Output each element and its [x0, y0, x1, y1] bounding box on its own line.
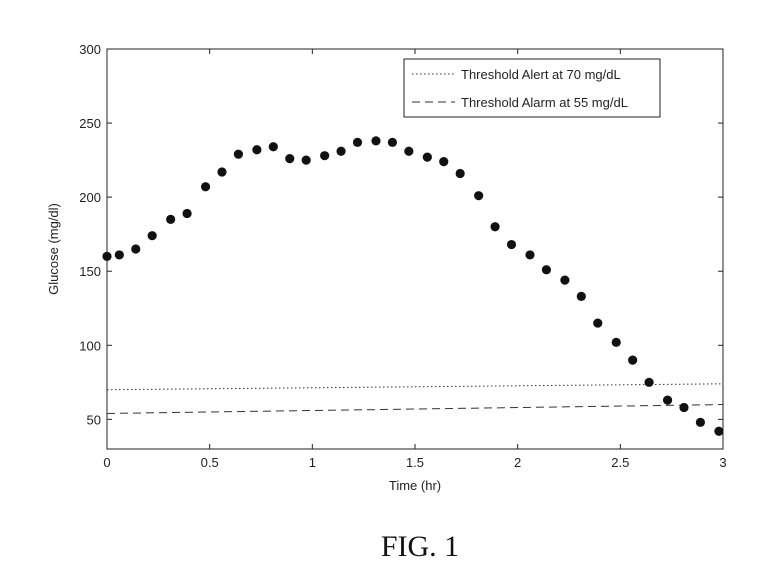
data-point: [148, 231, 157, 240]
data-point: [371, 136, 380, 145]
data-point: [679, 403, 688, 412]
data-point: [628, 356, 637, 365]
data-point: [577, 292, 586, 301]
threshold-lines: [107, 384, 723, 414]
y-tick-label: 50: [87, 412, 101, 427]
data-point: [423, 153, 432, 162]
figure-caption: FIG. 1: [381, 530, 459, 563]
data-point: [714, 427, 723, 436]
data-point: [644, 378, 653, 387]
data-point: [612, 338, 621, 347]
data-point: [269, 142, 278, 151]
data-point: [201, 182, 210, 191]
data-point: [285, 154, 294, 163]
y-tick-label: 100: [79, 338, 101, 353]
x-tick-label: 0: [103, 455, 110, 470]
y-axis-label: Glucose (mg/dl): [46, 203, 61, 295]
threshold-alert-line: [107, 384, 723, 390]
data-point: [182, 209, 191, 218]
data-point: [663, 396, 672, 405]
data-point: [439, 157, 448, 166]
threshold-alarm-line: [107, 405, 723, 414]
y-tick-label: 200: [79, 190, 101, 205]
data-point: [166, 215, 175, 224]
x-tick-label: 3: [719, 455, 726, 470]
data-point: [542, 265, 551, 274]
data-point: [320, 151, 329, 160]
data-point: [525, 250, 534, 259]
data-point: [302, 156, 311, 165]
legend-alert-label: Threshold Alert at 70 mg/dL: [461, 67, 621, 82]
x-axis-label: Time (hr): [389, 478, 441, 493]
data-point: [252, 145, 261, 154]
legend-alarm-label: Threshold Alarm at 55 mg/dL: [461, 95, 628, 110]
x-tick-label: 1: [309, 455, 316, 470]
data-points: [102, 136, 723, 436]
data-point: [353, 138, 362, 147]
x-tick-label: 2.5: [611, 455, 629, 470]
y-tick-label: 300: [79, 42, 101, 57]
y-tick-label: 150: [79, 264, 101, 279]
data-point: [560, 276, 569, 285]
x-tick-label: 1.5: [406, 455, 424, 470]
data-point: [115, 250, 124, 259]
data-point: [593, 318, 602, 327]
data-point: [388, 138, 397, 147]
data-point: [474, 191, 483, 200]
data-point: [507, 240, 516, 249]
data-point: [696, 418, 705, 427]
data-point: [336, 147, 345, 156]
x-tick-label: 0.5: [201, 455, 219, 470]
data-point: [404, 147, 413, 156]
data-point: [217, 167, 226, 176]
y-tick-label: 250: [79, 116, 101, 131]
data-point: [490, 222, 499, 231]
x-tick-label: 2: [514, 455, 521, 470]
data-point: [234, 150, 243, 159]
data-point: [456, 169, 465, 178]
legend: Threshold Alert at 70 mg/dL Threshold Al…: [404, 59, 660, 117]
data-point: [102, 252, 111, 261]
data-point: [131, 244, 140, 253]
